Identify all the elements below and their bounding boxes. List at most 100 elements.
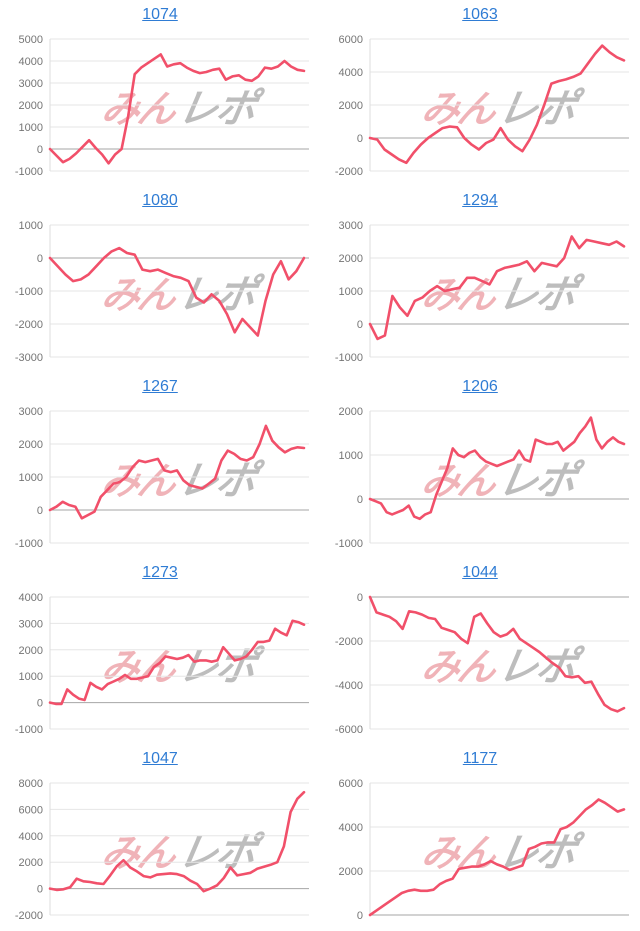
y-axis-label: -2000 [15,319,43,331]
chart-cell: 1080 みんレポ -3000 -2000 -1000 0 1000 [0,186,320,372]
y-axis-label: -4000 [335,680,363,692]
y-axis-label: 3000 [19,406,43,418]
y-axis-label: 8000 [19,778,43,790]
y-axis-label: 0 [357,133,363,145]
series-line [48,53,306,165]
y-axis-label: 2000 [19,439,43,451]
y-axis-label: 3000 [19,78,43,90]
y-axis-label: 1000 [19,122,43,134]
y-axis-label: 1000 [339,450,363,462]
y-axis-label: 1000 [19,220,43,232]
machine-number-link[interactable]: 1206 [462,378,498,395]
series-line [48,424,306,520]
chart-title-row: 1177 [320,744,640,775]
chart-cell: 1177 みんレポ 0 2000 4000 6000 [320,744,640,930]
y-axis-label: 0 [37,698,43,710]
y-axis-label: 1000 [339,286,363,298]
y-axis-label: 4000 [339,67,363,79]
series-line [368,416,626,521]
y-axis-label: 6000 [339,778,363,790]
chart-title-row: 1080 [0,186,320,217]
y-axis-label: 2000 [339,100,363,112]
line-chart: -1000 0 1000 2000 [335,406,629,550]
y-axis-label: 4000 [19,831,43,843]
y-axis-label: -1000 [335,538,363,550]
y-axis-label: -1000 [335,352,363,364]
y-axis-label: 0 [357,494,363,506]
y-axis-label: 2000 [339,253,363,265]
y-axis-label: 6000 [19,804,43,816]
series-line [368,798,626,917]
machine-number-link[interactable]: 1074 [142,6,178,23]
y-axis-label: -2000 [15,910,43,922]
line-chart: -1000 0 1000 2000 3000 4000 [15,592,309,736]
y-axis-label: 4000 [339,822,363,834]
y-axis-label: 4000 [19,592,43,604]
y-axis-label: -3000 [15,352,43,364]
chart-cell: 1206 みんレポ -1000 0 1000 2000 [320,372,640,558]
chart-title-row: 1074 [0,0,320,31]
chart-title-row: 1063 [320,0,640,31]
y-axis-label: -1000 [15,166,43,178]
y-axis-label: 5000 [19,34,43,46]
y-axis-label: 0 [357,910,363,922]
y-axis-label: 6000 [339,34,363,46]
y-axis-label: -1000 [15,724,43,736]
y-axis-label: 0 [37,505,43,517]
y-axis-label: 2000 [339,866,363,878]
series-line [48,790,306,893]
line-chart: -6000 -4000 -2000 0 [335,592,629,736]
y-axis-label: 2000 [19,857,43,869]
machine-number-link[interactable]: 1267 [142,378,178,395]
line-chart: -2000 0 2000 4000 6000 [335,34,629,178]
series-line [368,44,626,165]
y-axis-label: 4000 [19,56,43,68]
series-line [368,235,626,341]
chart-title-row: 1267 [0,372,320,403]
machine-number-link[interactable]: 1063 [462,6,498,23]
chart-title-row: 1047 [0,744,320,775]
series-line [368,595,626,713]
machine-number-link[interactable]: 1044 [462,564,498,581]
chart-cell: 1294 みんレポ -1000 0 1000 2000 3000 [320,186,640,372]
y-axis-label: 2000 [19,100,43,112]
machine-number-link[interactable]: 1080 [142,192,178,209]
line-chart: -1000 0 1000 2000 3000 [15,406,309,550]
chart-cell: 1047 みんレポ -2000 0 2000 4000 6000 8000 [0,744,320,930]
series-line [48,246,306,337]
machine-number-link[interactable]: 1047 [142,750,178,767]
y-axis-label: 0 [357,592,363,604]
line-chart: 0 2000 4000 6000 [339,778,629,922]
y-axis-label: 0 [357,319,363,331]
chart-title-row: 1294 [320,186,640,217]
machine-number-link[interactable]: 1177 [462,750,498,767]
y-axis-label: -1000 [15,538,43,550]
y-axis-label: 3000 [339,220,363,232]
chart-cell: 1044 みんレポ -6000 -4000 -2000 0 [320,558,640,744]
chart-title-row: 1044 [320,558,640,589]
y-axis-label: 2000 [19,645,43,657]
y-axis-label: -1000 [15,286,43,298]
y-axis-label: 3000 [19,618,43,630]
chart-cell: 1074 みんレポ -1000 0 1000 2000 3000 4000 5000 [0,0,320,186]
chart-title-row: 1206 [320,372,640,403]
y-axis-label: -2000 [335,636,363,648]
y-axis-label: 0 [37,884,43,896]
chart-title-row: 1273 [0,558,320,589]
machine-number-link[interactable]: 1294 [462,192,498,209]
y-axis-label: 1000 [19,472,43,484]
line-chart: -1000 0 1000 2000 3000 [335,220,629,364]
chart-cell: 1063 みんレポ -2000 0 2000 4000 6000 [320,0,640,186]
y-axis-label: 0 [37,253,43,265]
series-line [48,619,306,706]
line-chart: -2000 0 2000 4000 6000 8000 [15,778,309,922]
chart-cell: 1273 みんレポ -1000 0 1000 2000 3000 4000 [0,558,320,744]
y-axis-label: 0 [37,144,43,156]
line-chart: -1000 0 1000 2000 3000 4000 5000 [15,34,309,178]
y-axis-label: -6000 [335,724,363,736]
chart-cell: 1267 みんレポ -1000 0 1000 2000 3000 [0,372,320,558]
line-chart: -3000 -2000 -1000 0 1000 [15,220,309,364]
machine-number-link[interactable]: 1273 [142,564,178,581]
y-axis-label: -2000 [335,166,363,178]
